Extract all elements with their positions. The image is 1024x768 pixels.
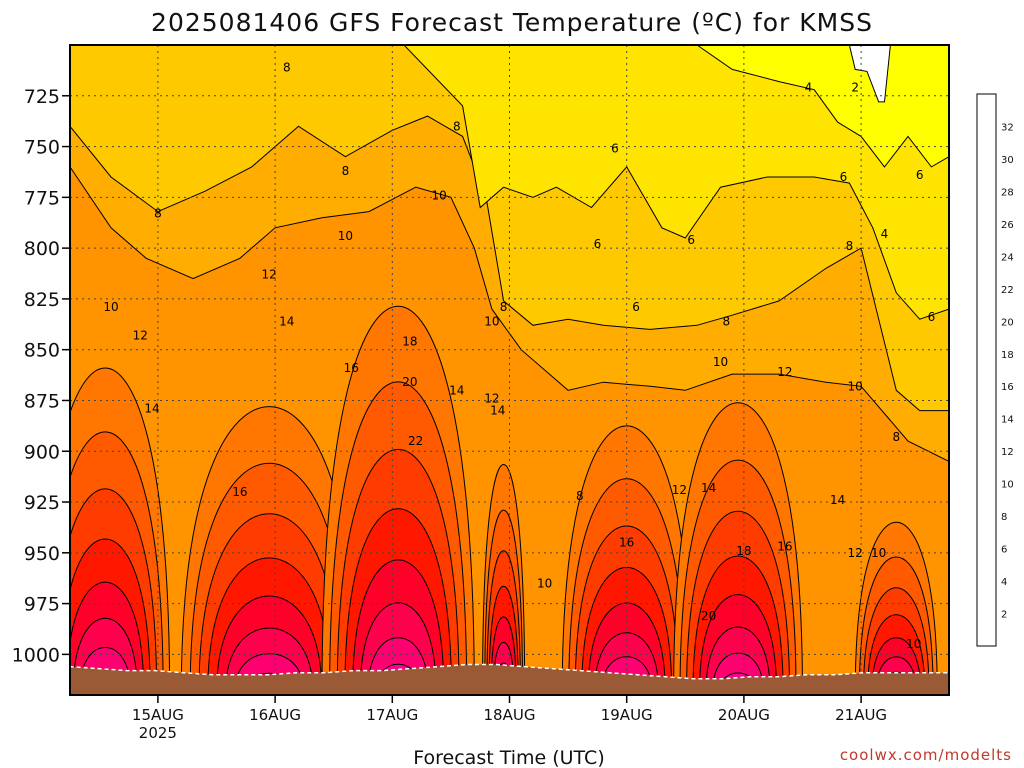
contour-label: 12	[848, 546, 863, 560]
x-tick-label: 17AUG	[366, 706, 418, 724]
contour-label: 14	[830, 493, 845, 507]
contour-label: 10	[484, 314, 499, 328]
contour-label: 10	[871, 546, 886, 560]
colorbar-tick-label: 12	[1001, 447, 1014, 458]
contour-label: 12	[484, 391, 499, 405]
warm-core	[70, 367, 171, 695]
x-tick-label: 15AUG	[132, 706, 184, 724]
contour-label: 18	[402, 335, 417, 349]
contour-label: 16	[232, 485, 247, 499]
contour-label: 10	[537, 576, 552, 590]
x-tick-label: 21AUG	[835, 706, 887, 724]
y-tick-label: 925	[24, 492, 60, 514]
contour-label: 12	[672, 483, 687, 497]
contour-label: 16	[344, 361, 359, 375]
contour-label: 10	[848, 379, 863, 393]
contour-label: 14	[449, 383, 464, 397]
x-tick-label: 20AUG	[718, 706, 770, 724]
contour-label: 8	[154, 207, 162, 221]
colorbar-tick-label: 24	[1001, 252, 1014, 263]
colorbar-tick-label: 16	[1001, 382, 1014, 393]
chart-title: 2025081406 GFS Forecast Temperature (ºC)…	[151, 8, 873, 37]
contour-label: 16	[619, 536, 634, 550]
contour-label: 6	[594, 237, 602, 251]
contour-label: 20	[701, 609, 716, 623]
contour-label: 10	[338, 229, 353, 243]
colorbar-tick-label: 26	[1001, 220, 1014, 231]
y-tick-label: 900	[24, 441, 60, 463]
colorbar-tick-label: 28	[1001, 187, 1014, 198]
contour-label: 10	[713, 355, 728, 369]
contour-label: 8	[576, 489, 584, 503]
warm-core	[180, 406, 358, 695]
contour-label: 4	[805, 81, 813, 95]
contour-label: 22	[408, 434, 423, 448]
x-axis-label: Forecast Time (UTC)	[413, 747, 604, 768]
colorbar-tick-label: 6	[1001, 545, 1007, 556]
colorbar-tick-label: 4	[1001, 577, 1007, 588]
colorbar-frame	[976, 93, 997, 647]
x-tick-label: 19AUG	[601, 706, 653, 724]
y-tick-label: 775	[24, 187, 60, 209]
contour-label: 12	[262, 268, 277, 282]
colorbar-tick-label: 18	[1001, 350, 1014, 361]
y-tick-label: 825	[24, 289, 60, 311]
y-tick-label: 725	[24, 86, 60, 108]
x-tick-label: 18AUG	[484, 706, 536, 724]
contour-label: 20	[402, 375, 417, 389]
y-tick-label: 950	[24, 543, 60, 565]
y-tick-label: 800	[24, 238, 60, 260]
colorbar-tick-label: 2	[1001, 610, 1007, 621]
contour-label: 6	[916, 168, 924, 182]
contour-label: 8	[283, 60, 291, 74]
contour-label: 2	[851, 81, 859, 95]
contour-label: 6	[687, 233, 695, 247]
contour-label: 14	[279, 314, 294, 328]
contour-label: 4	[881, 227, 889, 241]
contour-label: 6	[928, 310, 936, 324]
terrain-ground	[70, 663, 949, 695]
contour-label: 10	[432, 188, 447, 202]
contour-label: 6	[611, 142, 619, 156]
contour-label: 8	[342, 164, 350, 178]
colorbar-tick-label: 14	[1001, 415, 1014, 426]
x-tick-label: 16AUG	[249, 706, 301, 724]
colorbar-tick-label: 8	[1001, 512, 1007, 523]
contour-label: 6	[840, 170, 848, 184]
contour-label: 10	[103, 300, 118, 314]
contour-label: 8	[453, 119, 461, 133]
contour-label: 18	[736, 544, 751, 558]
y-tick-label: 750	[24, 137, 60, 159]
colorbar-tick-label: 32	[1001, 123, 1014, 134]
pressure-axis: 725 750 775 800 825 850 875 900 925 950 975 1000	[12, 86, 70, 666]
colorbar-tick-label: 22	[1001, 285, 1014, 296]
warm-core	[673, 402, 804, 695]
source-credit: coolwx.com/modelts	[840, 746, 1012, 764]
contour-label: 14	[490, 404, 505, 418]
contour-label: 14	[701, 481, 716, 495]
y-tick-label: 875	[24, 390, 60, 412]
y-tick-label: 975	[24, 594, 60, 616]
x-tick-year: 2025	[139, 724, 177, 742]
colorbar-tick-label: 10	[1001, 480, 1014, 491]
y-tick-label: 850	[24, 340, 60, 362]
contour-label: 10	[906, 637, 921, 651]
contour-label: 12	[133, 329, 148, 343]
y-tick-label: 1000	[12, 644, 60, 666]
contour-label: 12	[777, 365, 792, 379]
contour-label: 14	[144, 402, 159, 416]
colorbar-tick-label: 20	[1001, 317, 1014, 328]
contour-label: 8	[892, 430, 900, 444]
contour-label: 6	[632, 300, 640, 314]
contour-label: 16	[777, 540, 792, 554]
contour-label: 8	[500, 300, 508, 314]
contour-label: 8	[722, 314, 730, 328]
colorbar-tick-label: 30	[1001, 155, 1014, 166]
contour-label: 8	[846, 239, 854, 253]
temperature-field	[70, 45, 949, 695]
